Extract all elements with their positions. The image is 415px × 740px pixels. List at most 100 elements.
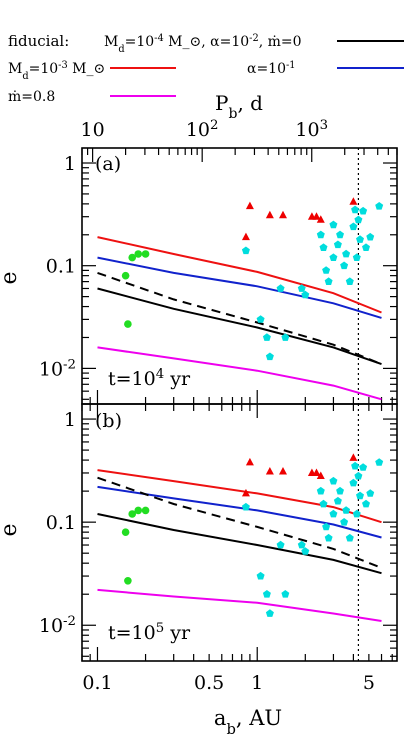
cyan-pentagon-point <box>262 333 271 341</box>
green-circle-point <box>134 250 143 258</box>
cyan-pentagon-point <box>351 461 360 470</box>
cyan-pentagon-point <box>362 243 370 251</box>
top-axis-title: Pb, d <box>215 91 263 122</box>
cyan-pentagon-point <box>340 261 349 270</box>
cyan-pentagon-point <box>342 249 351 258</box>
panel-b-time-label: t=105 yr <box>108 621 191 645</box>
y-tick-label: 10-2 <box>39 614 76 638</box>
cyan-pentagon-point <box>375 458 384 466</box>
red-triangle-point <box>349 453 358 461</box>
green-circle-point <box>121 528 130 536</box>
x-tick-label: 1 <box>251 672 263 694</box>
panel-b-ylabel: e <box>0 523 22 536</box>
green-circle-point <box>141 506 150 515</box>
cyan-pentagon-point <box>356 491 364 500</box>
cyan-pentagon-point <box>324 533 333 542</box>
series-line <box>97 271 382 366</box>
cyan-pentagon-point <box>276 540 285 549</box>
cyan-pentagon-point <box>319 499 328 508</box>
cyan-pentagon-point <box>241 502 250 511</box>
cyan-pentagon-point <box>301 547 310 555</box>
series-line <box>97 513 382 575</box>
y-tick-label: 0.1 <box>46 512 76 534</box>
cyan-pentagon-point <box>329 220 338 229</box>
red-triangle-point <box>278 210 287 219</box>
green-circle-point <box>141 250 150 258</box>
legend-fiducial-label: fiducial: <box>8 32 69 50</box>
x-tick-label: 0.1 <box>82 672 112 694</box>
cyan-pentagon-point <box>322 522 331 531</box>
top-tick-label: 10 <box>81 119 105 141</box>
series-line <box>97 346 382 401</box>
green-circle-point <box>128 253 137 262</box>
cyan-pentagon-point <box>354 215 363 224</box>
legend-fiducial-params: Md=10-4 M_⊙, α=10-2, ṁ=0 <box>104 33 302 55</box>
legend-mdot-label: ṁ=0.8 <box>8 89 55 105</box>
y-tick-label: 1 <box>64 409 76 431</box>
cyan-pentagon-point <box>354 471 363 480</box>
cyan-pentagon-point <box>319 243 328 251</box>
red-triangle-point <box>265 467 274 475</box>
green-circle-point <box>128 510 137 518</box>
red-triangle-point <box>312 468 321 476</box>
cyan-pentagon-point <box>333 496 342 505</box>
red-triangle-point <box>312 212 321 220</box>
cyan-pentagon-point <box>333 240 342 249</box>
red-triangle-point <box>241 488 250 497</box>
cyan-pentagon-point <box>351 205 360 214</box>
panel-b-label: (b) <box>95 410 122 432</box>
cyan-pentagon-point <box>359 206 368 215</box>
cyan-pentagon-point <box>281 333 290 341</box>
panel-a-time-label: t=104 yr <box>108 367 191 391</box>
legend: fiducial: Md=10-4 M_⊙, α=10-2, ṁ=0 Md=10… <box>8 32 404 105</box>
legend-alpha-label: α=10-1 <box>247 60 296 78</box>
cyan-pentagon-point <box>345 277 354 285</box>
cyan-pentagon-point <box>256 315 265 323</box>
cyan-pentagon-point <box>324 277 333 285</box>
cyan-pentagon-point <box>329 476 338 485</box>
cyan-pentagon-point <box>359 463 368 471</box>
top-tick-label: 102 <box>186 118 219 142</box>
cyan-pentagon-point <box>262 590 271 598</box>
series-line <box>97 236 382 314</box>
cyan-pentagon-point <box>352 253 361 261</box>
top-tick-label: 103 <box>295 118 328 142</box>
red-triangle-point <box>278 467 287 475</box>
red-triangle-point <box>349 197 358 205</box>
y-tick-label: 0.1 <box>46 256 76 278</box>
cyan-pentagon-point <box>265 609 274 617</box>
cyan-pentagon-point <box>297 284 306 292</box>
cyan-pentagon-point <box>276 284 285 292</box>
cyan-pentagon-point <box>349 478 358 487</box>
series-line <box>97 588 382 622</box>
cyan-pentagon-point <box>316 486 325 495</box>
cyan-pentagon-point <box>356 235 364 243</box>
red-triangle-point <box>265 210 274 219</box>
red-triangle-point <box>245 201 254 210</box>
y-tick-label: 1 <box>64 153 76 175</box>
cyan-pentagon-point <box>375 202 384 210</box>
cyan-pentagon-point <box>329 253 338 261</box>
green-circle-point <box>134 506 143 515</box>
cyan-pentagon-point <box>256 571 265 580</box>
green-circle-point <box>124 320 132 328</box>
cyan-pentagon-point <box>362 499 370 508</box>
red-triangle-point <box>316 471 325 480</box>
cyan-pentagon-point <box>340 518 349 526</box>
panel-a-label: (a) <box>95 153 121 175</box>
legend-md-label: Md=10-3 M_⊙ <box>8 60 105 82</box>
panel-a: (a) t=104 yr e 1 0.1 10-2 10 102 103 <box>0 118 398 405</box>
red-triangle-point <box>245 457 254 466</box>
cyan-pentagon-point <box>265 352 274 361</box>
cyan-pentagon-point <box>336 230 344 239</box>
red-triangle-point <box>241 232 250 241</box>
cyan-pentagon-point <box>329 509 338 518</box>
cyan-pentagon-point <box>366 232 375 241</box>
red-triangle-point <box>316 215 325 223</box>
x-axis-title: ab, AU <box>214 706 282 738</box>
cyan-pentagon-point <box>281 590 290 598</box>
series-line <box>97 287 382 366</box>
cyan-pentagon-point <box>349 222 358 231</box>
series-line <box>97 476 382 569</box>
